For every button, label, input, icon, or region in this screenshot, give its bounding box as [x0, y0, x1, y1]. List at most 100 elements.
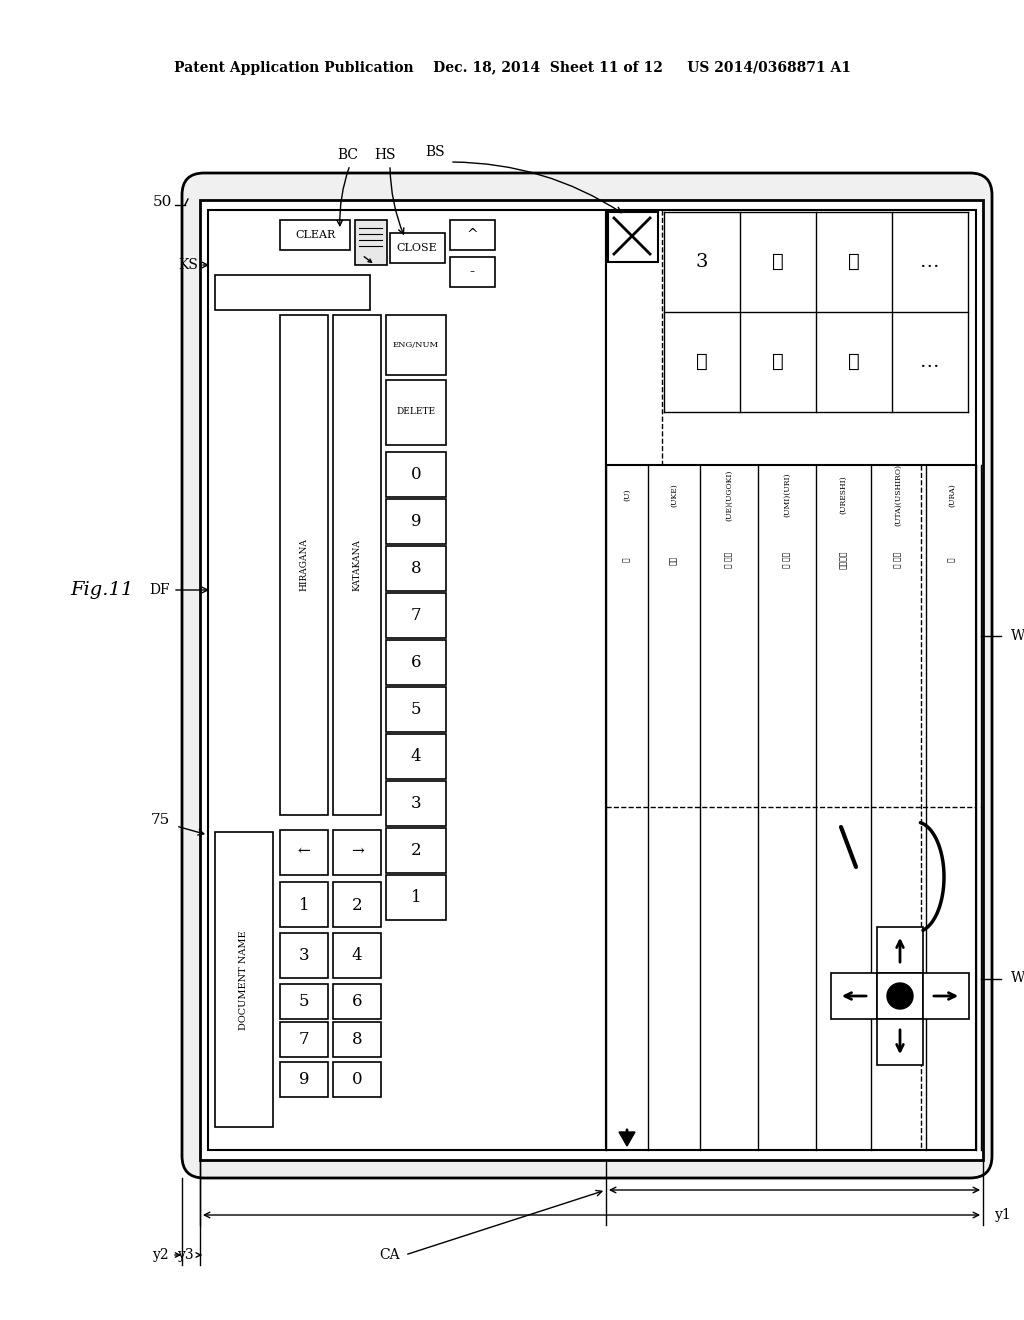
- Bar: [386, 686, 446, 733]
- Text: 受け: 受け: [670, 556, 678, 565]
- Text: ^: ^: [466, 228, 478, 242]
- Bar: [390, 234, 445, 263]
- Text: 8: 8: [411, 560, 421, 577]
- Text: ム: ム: [848, 253, 860, 271]
- Bar: [877, 927, 923, 973]
- Bar: [208, 210, 606, 1150]
- Bar: [215, 832, 273, 1127]
- Text: ←: ←: [298, 845, 310, 859]
- Text: 7: 7: [299, 1031, 309, 1048]
- Text: う: う: [848, 352, 860, 371]
- Text: BS: BS: [425, 145, 444, 158]
- Text: 3: 3: [299, 948, 309, 965]
- Text: CLOSE: CLOSE: [396, 243, 437, 253]
- Bar: [608, 213, 658, 261]
- Bar: [280, 1063, 328, 1097]
- Text: WD: WD: [1011, 972, 1024, 986]
- Text: →: →: [350, 845, 364, 859]
- Bar: [333, 882, 381, 927]
- Bar: [877, 973, 923, 1019]
- Text: y1: y1: [995, 1208, 1012, 1222]
- Circle shape: [887, 983, 913, 1008]
- Text: …: …: [921, 352, 940, 371]
- Text: 海 売り: 海 売り: [783, 552, 791, 568]
- Text: 上 動き: 上 動き: [725, 552, 733, 568]
- Text: KS: KS: [178, 257, 198, 272]
- Bar: [333, 933, 381, 978]
- Text: CA: CA: [380, 1247, 400, 1262]
- Text: う: う: [696, 352, 708, 371]
- Bar: [386, 593, 446, 638]
- Bar: [333, 1063, 381, 1097]
- Text: 1: 1: [411, 888, 421, 906]
- Text: (UE)(UGOKI): (UE)(UGOKI): [725, 470, 733, 520]
- Bar: [923, 973, 969, 1019]
- Text: (UTA)(USHIRO): (UTA)(USHIRO): [895, 465, 902, 525]
- Text: 2: 2: [351, 896, 362, 913]
- Text: ENG/NUM: ENG/NUM: [393, 341, 439, 348]
- Bar: [280, 1022, 328, 1057]
- Bar: [333, 1022, 381, 1057]
- Bar: [386, 640, 446, 685]
- Bar: [450, 257, 495, 286]
- Text: BC: BC: [338, 148, 358, 162]
- Text: 7: 7: [411, 607, 421, 624]
- Polygon shape: [618, 1133, 635, 1146]
- Bar: [386, 546, 446, 591]
- Text: 5: 5: [411, 701, 421, 718]
- Text: CLEAR: CLEAR: [295, 230, 335, 240]
- Text: 裏: 裏: [948, 557, 956, 562]
- Text: 4: 4: [351, 948, 362, 965]
- Text: 2: 2: [411, 842, 421, 859]
- Bar: [606, 210, 976, 1150]
- Text: y2: y2: [154, 1247, 170, 1262]
- Text: DOCUMENT NAME: DOCUMENT NAME: [240, 931, 249, 1030]
- FancyBboxPatch shape: [182, 173, 992, 1177]
- Text: HS: HS: [374, 148, 395, 162]
- Bar: [831, 973, 877, 1019]
- Text: 9: 9: [299, 1071, 309, 1088]
- Bar: [386, 734, 446, 779]
- Text: 8: 8: [351, 1031, 362, 1048]
- Text: (URESHI): (URESHI): [840, 475, 848, 515]
- Bar: [386, 451, 446, 498]
- Text: (URA): (URA): [948, 483, 956, 507]
- Text: 1: 1: [299, 896, 309, 913]
- Text: うれしい: うれしい: [840, 550, 848, 569]
- Text: (UKE): (UKE): [670, 483, 678, 507]
- Text: 5: 5: [299, 993, 309, 1010]
- Bar: [280, 220, 350, 249]
- Text: KATAKANA: KATAKANA: [352, 539, 361, 591]
- Bar: [355, 220, 387, 265]
- Text: (U): (U): [623, 488, 631, 502]
- Text: DELETE: DELETE: [396, 408, 435, 417]
- Text: 0: 0: [351, 1071, 362, 1088]
- Bar: [450, 220, 495, 249]
- Bar: [386, 875, 446, 920]
- Bar: [333, 983, 381, 1019]
- Text: (UMI)(URI): (UMI)(URI): [783, 473, 791, 517]
- Text: 6: 6: [411, 653, 421, 671]
- Bar: [280, 933, 328, 978]
- Text: 50: 50: [153, 195, 172, 209]
- Bar: [280, 983, 328, 1019]
- Text: 4: 4: [411, 748, 421, 766]
- Text: う: う: [623, 557, 631, 562]
- Bar: [386, 380, 446, 445]
- Text: -: -: [469, 265, 474, 279]
- Text: 75: 75: [151, 813, 170, 828]
- Bar: [386, 781, 446, 826]
- Bar: [200, 201, 983, 1160]
- Bar: [386, 315, 446, 375]
- Text: HIRAGANA: HIRAGANA: [299, 539, 308, 591]
- Text: 3: 3: [695, 253, 709, 271]
- Text: 6: 6: [352, 993, 362, 1010]
- Bar: [386, 828, 446, 873]
- Text: ラ: ラ: [772, 253, 784, 271]
- Bar: [877, 1019, 923, 1065]
- Text: 9: 9: [411, 513, 421, 531]
- Bar: [333, 315, 381, 814]
- Bar: [280, 830, 328, 875]
- Text: 歌 後ろ: 歌 後ろ: [895, 552, 902, 568]
- Text: DF: DF: [150, 583, 170, 597]
